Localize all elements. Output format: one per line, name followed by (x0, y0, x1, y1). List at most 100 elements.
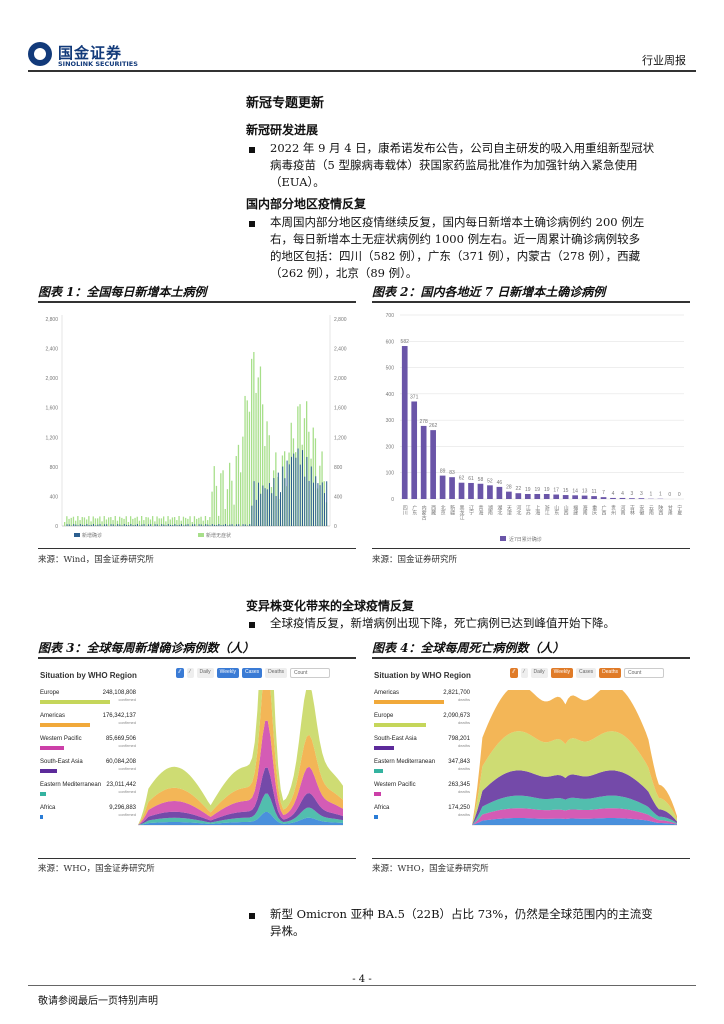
fig1-bar-asymptomatic (198, 517, 200, 526)
legend-swatch-asymptomatic (198, 533, 204, 537)
fig3-panel-title: Situation by WHO Region (40, 671, 137, 680)
fig3-bottom-rule (38, 858, 356, 859)
fig4-count-select[interactable]: Count (623, 668, 664, 678)
fig2-data-label: 22 (516, 486, 522, 492)
fig1-bar-confirmed (260, 493, 262, 526)
fig1-rule (38, 301, 356, 303)
domestic-line: 本周国内部分地区疫情继续反复，国内每日新增本土确诊病例约 200 例左 (270, 215, 645, 229)
fig1-y2-tick: 2,000 (334, 376, 347, 382)
region-row[interactable]: Americas 2,821,700 deaths (374, 690, 470, 713)
region-row[interactable]: Africa 174,250 deaths (374, 805, 470, 828)
region-row[interactable]: Western Pacific 263,345 deaths (374, 782, 470, 805)
region-row[interactable]: Eastern Mediterranean 23,011,442 confirmed (40, 782, 136, 805)
fig1-bar-asymptomatic (185, 517, 187, 526)
region-bar (40, 723, 90, 727)
fig2-data-label: 0 (678, 492, 681, 498)
fig2-y-tick: 200 (386, 444, 395, 450)
region-bar (374, 769, 383, 773)
fig1-bar-asymptomatic (268, 435, 270, 526)
region-row[interactable]: Western Pacific 85,669,506 confirmed (40, 736, 136, 759)
fig1-y2-tick: 2,400 (334, 347, 347, 353)
fig4-source: 来源：WHO，国金证券研究所 (372, 864, 489, 874)
fig1-y2-tick: 1,600 (334, 406, 347, 412)
fig1-bar-asymptomatic (92, 516, 94, 526)
fig2-data-label: 1 (659, 492, 662, 498)
fig3-count-select[interactable]: Count (289, 668, 330, 678)
region-name: Americas (374, 690, 400, 696)
area-series-americas (138, 690, 343, 825)
chart-toggle-button[interactable]: ⁄⁄ (510, 668, 518, 678)
fig1-y-tick: 0 (55, 524, 58, 530)
fig1-bar-confirmed (253, 481, 255, 526)
fig1-bar-asymptomatic (103, 516, 105, 526)
fig1-bar-asymptomatic (257, 377, 259, 526)
fig2-data-label: 11 (591, 489, 596, 495)
region-value: 60,084,208 (105, 759, 136, 765)
region-row[interactable]: Africa 9,296,883 confirmed (40, 805, 136, 828)
fig2-x-tick: 青海 (477, 504, 483, 516)
fig2-x-tick: 宁夏 (676, 504, 682, 515)
fig4-weekly-button[interactable]: Weekly (550, 668, 573, 678)
fig1-bar-confirmed (88, 525, 90, 526)
fig1-bar-confirmed (236, 524, 237, 526)
omicron-paragraph: 新型 Omicron 亚种 BA.5（22B）占比 73%，仍然是全球范围内的主… (270, 906, 690, 940)
fig2-x-tick: 河南 (619, 504, 625, 515)
footer-divider (28, 985, 696, 986)
fig1-bar-confirmed (185, 524, 187, 526)
fig4-deaths-button[interactable]: Deaths (599, 668, 621, 678)
fig2-bar (629, 498, 635, 499)
fig1-bar-asymptomatic (143, 520, 145, 526)
region-row[interactable]: Eastern Mediterranean 347,843 deaths (374, 759, 470, 782)
fig3-weekly-button[interactable]: Weekly (216, 668, 239, 678)
fig1-bar-confirmed (251, 505, 253, 526)
fig2-data-label: 371 (410, 394, 419, 400)
fig2-data-label: 15 (563, 488, 569, 494)
fig1-bar-asymptomatic (75, 520, 77, 526)
fig1-bar-confirmed (104, 524, 105, 526)
fig1-y2-tick: 0 (334, 524, 337, 530)
fig1-bar-asymptomatic (229, 462, 231, 526)
domestic-line: 的地区包括：四川（582 例），广东（371 例），内蒙古（278 例），西藏 (270, 249, 641, 263)
fig1-bar-asymptomatic (138, 520, 141, 526)
region-row[interactable]: Europe 2,090,673 deaths (374, 713, 470, 736)
fig3-deaths-button[interactable]: Deaths (265, 668, 287, 678)
fig1-bar-confirmed (205, 524, 207, 526)
fig3-daily-button[interactable]: Daily (196, 668, 214, 678)
chart-toggle-button-alt[interactable]: ⁄ (520, 668, 528, 678)
fig2-bar (524, 494, 531, 499)
fig1-bar-confirmed (214, 524, 215, 526)
region-bar (40, 769, 57, 773)
region-value-unit: deaths (457, 766, 470, 771)
domestic-paragraph: 本周国内部分地区疫情继续反复，国内每日新增本土确诊病例约 200 例左 右，每日… (270, 214, 690, 282)
fig1-bar-confirmed (299, 464, 301, 526)
fig2-rule (372, 301, 690, 303)
chart-toggle-button[interactable]: ⁄⁄ (176, 668, 184, 678)
region-row[interactable]: Americas 176,342,137 confirmed (40, 713, 136, 736)
fig3-rule (38, 657, 356, 659)
fig3-cases-button[interactable]: Cases (241, 668, 263, 678)
region-row[interactable]: Europe 248,108,808 confirmed (40, 690, 136, 713)
region-value: 85,669,506 (105, 736, 136, 742)
region-row[interactable]: South-East Asia 60,084,208 confirmed (40, 759, 136, 782)
fig2-bar (553, 494, 560, 499)
region-row[interactable]: South-East Asia 798,201 deaths (374, 736, 470, 759)
chart-toggle-button-alt[interactable]: ⁄ (186, 668, 194, 678)
fig1-bar-asymptomatic (242, 436, 244, 526)
fig1-bar-asymptomatic (240, 472, 242, 526)
fig1-bar-confirmed (163, 524, 165, 526)
fig1-bar-asymptomatic (134, 517, 136, 526)
fig4-daily-button[interactable]: Daily (530, 668, 548, 678)
fig2-bar (496, 486, 503, 499)
fig1-bar-asymptomatic (259, 366, 262, 526)
fig2-x-tick: 内蒙古 (421, 504, 427, 521)
fig2-x-tick: 河北 (515, 504, 521, 516)
fig2-x-tick: 北京 (440, 504, 446, 516)
fig2-data-label: 14 (572, 488, 578, 494)
fig1-bar-confirmed (97, 524, 99, 526)
fig1-y-tick: 400 (50, 494, 59, 500)
fig1-bar-confirmed (249, 524, 251, 526)
fig1-bar-confirmed (134, 524, 136, 526)
fig2-data-label: 3 (631, 491, 634, 497)
fig4-cases-button[interactable]: Cases (575, 668, 597, 678)
fig2-bar (506, 491, 512, 499)
